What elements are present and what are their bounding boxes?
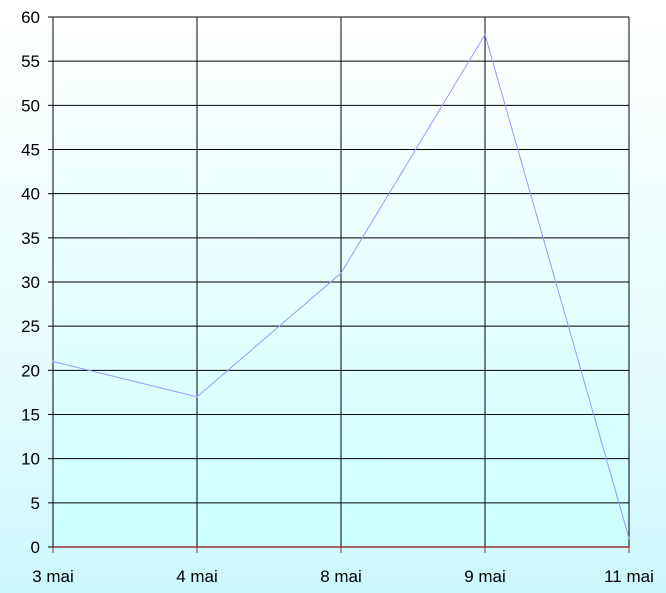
data-point <box>195 395 199 399</box>
series-layer <box>51 33 631 540</box>
x-tick-label: 9 mai <box>464 567 506 586</box>
y-tick-label: 20 <box>21 361 40 380</box>
data-point <box>483 33 487 36</box>
y-tick-label: 10 <box>21 450 40 469</box>
x-tick-label: 3 mai <box>32 567 74 586</box>
y-tick-label: 15 <box>21 406 40 425</box>
y-tick-label: 35 <box>21 229 40 248</box>
y-tick-label: 40 <box>21 185 40 204</box>
y-tick-label: 55 <box>21 52 40 71</box>
tick-labels: 0 5 10 15 20 25 30 35 40 45 50 55 60 3 mai 4 mai 8 mai 9… <box>21 8 654 586</box>
y-tick-label: 50 <box>21 96 40 115</box>
gridlines <box>52 16 630 547</box>
axes <box>48 16 630 553</box>
y-tick-label: 45 <box>21 141 40 160</box>
data-point <box>339 271 343 275</box>
data-point <box>627 536 631 540</box>
y-tick-label: 0 <box>31 538 40 557</box>
x-tick-label: 8 mai <box>320 567 362 586</box>
y-tick-label: 30 <box>21 273 40 292</box>
x-tick-label: 4 mai <box>176 567 218 586</box>
y-tick-label: 25 <box>21 317 40 336</box>
y-tick-label: 60 <box>21 8 40 27</box>
y-tick-label: 5 <box>31 494 40 513</box>
data-point <box>51 360 55 363</box>
x-tick-label: 11 mai <box>604 567 654 586</box>
